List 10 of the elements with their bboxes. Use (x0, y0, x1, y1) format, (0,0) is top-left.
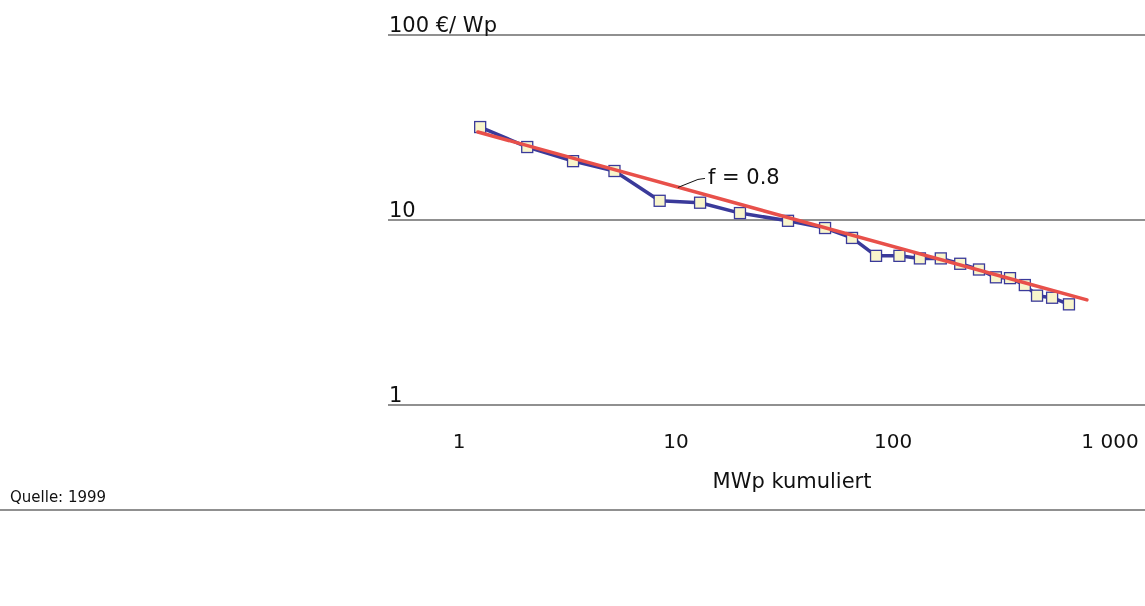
x-axis-title: MWp kumuliert (712, 469, 872, 493)
x-tick-label: 100 (873, 429, 913, 453)
y-tick-label: 10 (389, 198, 416, 222)
y-tick-label: 100 €/ Wp (389, 13, 497, 37)
x-tick-label: 1 (452, 429, 466, 453)
source-note: Quelle: 1999 (10, 488, 107, 506)
y-tick-label: 1 (389, 383, 403, 407)
x-tick-label: 1 000 (1081, 429, 1139, 453)
annotation: f = 0.8 (707, 165, 780, 190)
x-tick-label: 10 (663, 429, 689, 453)
